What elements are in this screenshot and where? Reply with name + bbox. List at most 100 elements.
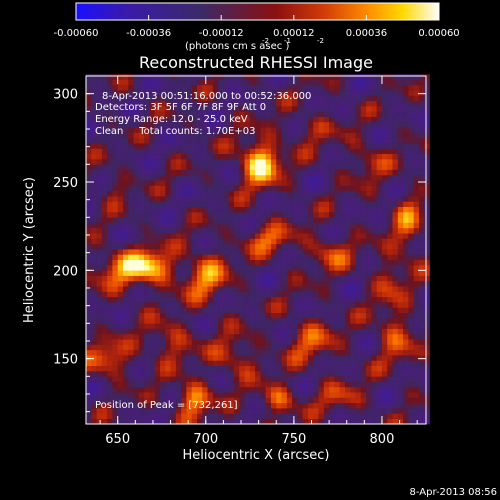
plot-frame <box>85 75 427 425</box>
map-pixel <box>170 243 177 250</box>
map-pixel <box>413 180 420 186</box>
map-pixel <box>122 413 129 420</box>
map-pixel <box>165 227 171 234</box>
map-pixel <box>228 270 235 276</box>
map-pixel <box>181 349 187 356</box>
map-pixel <box>128 275 134 282</box>
map-pixel <box>175 243 182 250</box>
map-pixel <box>228 238 235 245</box>
map-pixel <box>212 169 219 176</box>
map-pixel <box>249 217 256 223</box>
map-pixel <box>207 349 214 356</box>
map-pixel <box>376 201 383 208</box>
map-pixel <box>144 100 150 107</box>
map-pixel <box>86 418 92 425</box>
map-pixel <box>397 286 404 292</box>
map-pixel <box>418 137 425 144</box>
map-pixel <box>424 196 430 202</box>
map-pixel <box>91 344 97 351</box>
map-pixel <box>212 143 219 149</box>
map-pixel <box>128 344 134 351</box>
map-pixel <box>96 174 103 181</box>
map-pixel <box>339 238 346 245</box>
map-pixel <box>418 339 425 345</box>
map-pixel <box>397 408 404 414</box>
map-pixel <box>207 318 214 324</box>
map-pixel <box>249 169 256 176</box>
map-pixel <box>403 116 409 123</box>
map-pixel <box>207 185 214 192</box>
map-pixel <box>376 333 383 340</box>
map-pixel <box>144 164 150 170</box>
map-pixel <box>101 280 108 287</box>
map-pixel <box>239 90 245 96</box>
map-pixel <box>212 249 219 255</box>
map-pixel <box>318 116 325 123</box>
map-pixel <box>228 265 235 271</box>
map-pixel <box>165 376 171 382</box>
map-pixel <box>355 365 362 372</box>
map-pixel <box>302 307 309 314</box>
map-pixel <box>91 254 97 261</box>
map-pixel <box>112 360 119 367</box>
map-pixel <box>355 339 362 345</box>
map-pixel <box>249 413 256 420</box>
map-pixel <box>403 249 409 255</box>
map-pixel <box>96 238 103 245</box>
map-pixel <box>133 127 140 133</box>
map-pixel <box>323 222 330 229</box>
map-pixel <box>207 286 214 292</box>
map-pixel <box>318 270 325 276</box>
map-pixel <box>371 270 377 276</box>
map-pixel <box>233 212 240 218</box>
map-pixel <box>286 339 293 345</box>
map-pixel <box>313 100 319 107</box>
map-pixel <box>360 148 367 155</box>
map-pixel <box>276 381 282 388</box>
map-pixel <box>397 386 404 393</box>
map-pixel <box>144 169 150 176</box>
map-pixel <box>323 291 330 298</box>
map-pixel <box>212 132 219 139</box>
map-pixel <box>212 355 219 361</box>
map-pixel <box>313 402 319 409</box>
map-pixel <box>286 328 293 335</box>
map-pixel <box>91 121 97 128</box>
x-tick-label: 800 <box>370 432 395 447</box>
map-pixel <box>355 413 362 420</box>
map-pixel <box>117 74 124 80</box>
map-pixel <box>270 121 277 128</box>
map-pixel <box>196 79 203 86</box>
map-pixel <box>413 206 420 213</box>
map-pixel <box>239 100 245 107</box>
map-pixel <box>403 148 409 155</box>
map-pixel <box>307 402 314 409</box>
map-pixel <box>249 212 256 218</box>
map-pixel <box>233 413 240 420</box>
map-pixel <box>133 190 140 197</box>
map-pixel <box>239 148 245 155</box>
map-pixel <box>149 371 156 377</box>
map-pixel <box>112 265 119 271</box>
map-pixel <box>292 132 298 139</box>
map-pixel <box>381 227 388 234</box>
map-pixel <box>307 418 314 425</box>
map-pixel <box>122 349 129 356</box>
map-pixel <box>191 275 198 282</box>
map-pixel <box>191 206 198 213</box>
map-pixel <box>265 74 272 80</box>
map-pixel <box>408 318 414 324</box>
map-pixel <box>191 328 198 335</box>
map-pixel <box>165 174 171 181</box>
map-pixel <box>366 174 372 181</box>
map-pixel <box>366 275 372 282</box>
map-pixel <box>122 233 129 239</box>
map-pixel <box>376 418 383 425</box>
map-pixel <box>260 238 266 245</box>
map-pixel <box>112 323 119 329</box>
map-pixel <box>323 180 330 186</box>
map-pixel <box>196 302 203 308</box>
map-pixel <box>334 291 340 298</box>
map-pixel <box>165 180 171 186</box>
map-pixel <box>212 153 219 160</box>
